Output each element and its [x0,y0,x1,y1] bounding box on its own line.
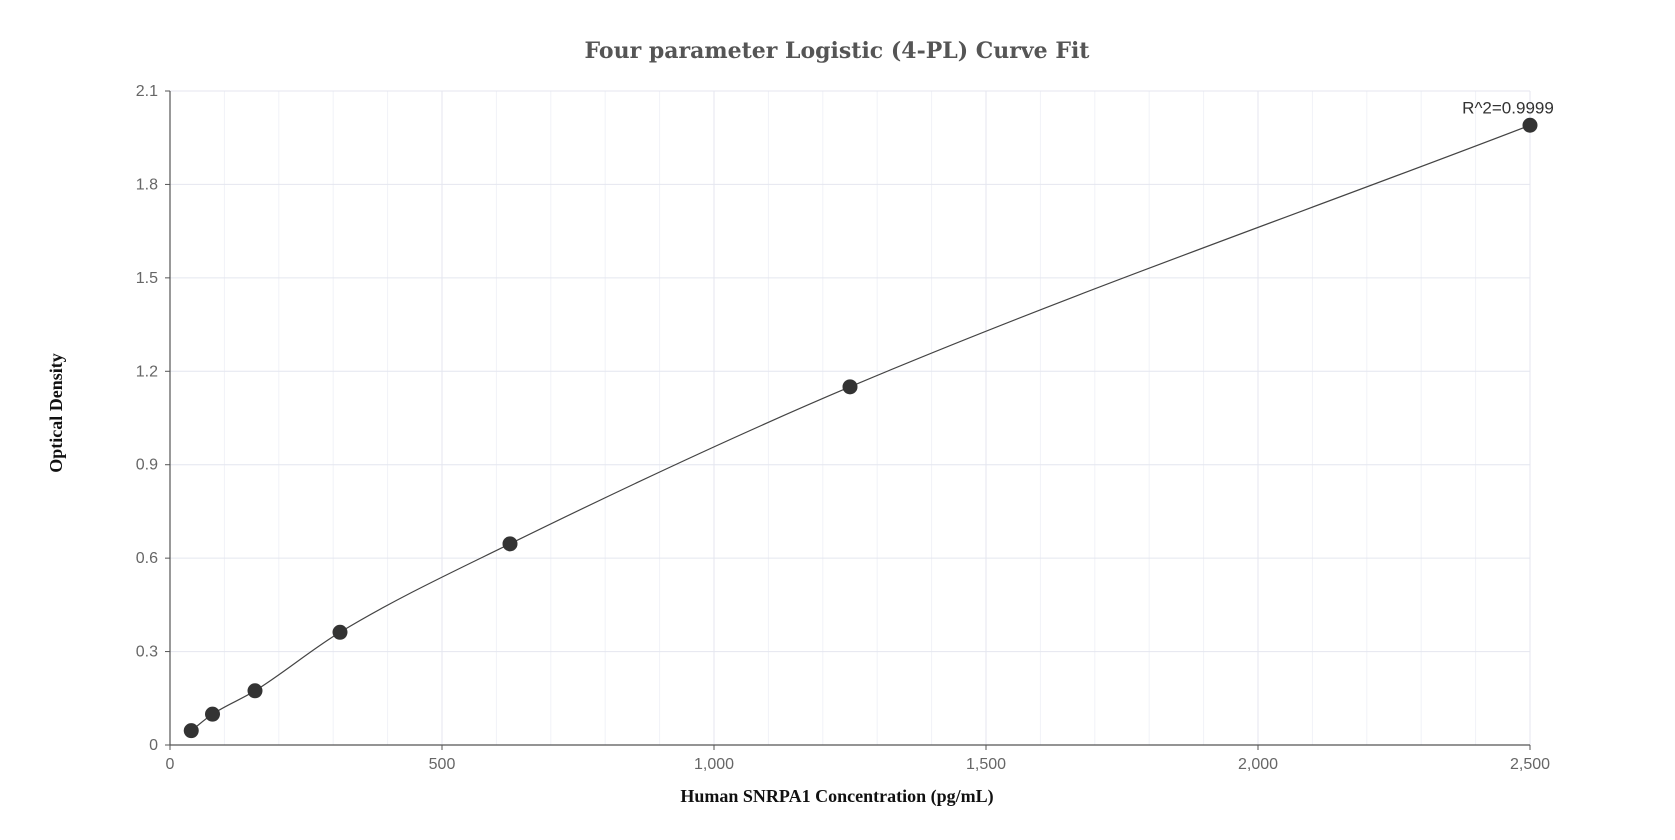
y-tick-label: 1.2 [136,363,158,380]
y-tick-label: 2.1 [136,83,158,100]
x-tick-label: 1,500 [966,756,1006,773]
y-tick-label: 1.5 [136,270,158,287]
data-point [502,536,518,552]
y-tick-label: 1.8 [136,176,158,193]
data-point [183,723,199,739]
major-gridlines [170,90,1531,745]
axes [169,91,1530,746]
y-tick-label: 0.3 [136,644,158,661]
data-point [205,706,221,722]
x-tick-label: 0 [166,756,175,773]
y-axis-title: Optical Density [46,353,66,473]
x-axis-title: Human SNRPA1 Concentration (pg/mL) [680,786,993,807]
data-point [247,683,263,699]
y-tick-label: 0.6 [136,550,158,567]
r-squared-annotation: R^2=0.9999 [1462,98,1554,117]
x-tick-label: 2,000 [1238,756,1278,773]
chart-title: Four parameter Logistic (4-PL) Curve Fit [585,38,1091,64]
y-tick-label: 0 [149,737,158,754]
y-tick-label: 0.9 [136,457,158,474]
data-points [183,117,1538,739]
data-point [842,379,858,395]
x-axis-ticks: 0 500 1,000 1,500 2,000 2,500 [166,745,1550,773]
x-tick-label: 500 [429,756,456,773]
y-axis-ticks: 0 0.3 0.6 0.9 1.2 1.5 1.8 2.1 [136,83,170,754]
fit-curve [190,124,1531,732]
minor-gridlines [223,91,1477,745]
data-point [332,624,348,640]
x-tick-label: 2,500 [1510,756,1550,773]
data-point [1522,117,1538,133]
x-tick-label: 1,000 [694,756,734,773]
